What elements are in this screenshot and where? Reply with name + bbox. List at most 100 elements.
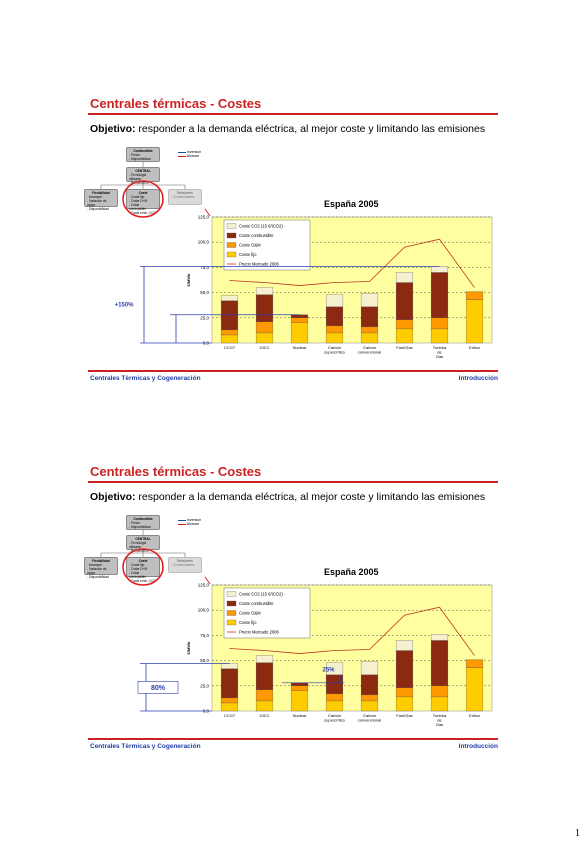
bar-segment — [430, 634, 449, 641]
objective-label: Objetivo: — [90, 123, 136, 135]
legend-swatch — [226, 619, 237, 626]
bar-segment — [430, 317, 449, 330]
footer-course: Centrales Térmicas y Cogeneración — [90, 743, 201, 750]
bar-segment — [290, 682, 309, 686]
bar-segment — [430, 328, 449, 344]
x-tick-label: Turbina — [433, 713, 447, 718]
legend-swatch — [226, 232, 237, 239]
x-tick-label: CCGT — [224, 713, 236, 718]
bar-segment — [290, 317, 309, 323]
bar-segment — [255, 294, 274, 322]
legend-box — [223, 219, 311, 271]
objective-line: Objetivo: responder a la demanda eléctri… — [90, 491, 485, 503]
annotation-label: 80% — [151, 685, 166, 692]
price-line — [229, 606, 475, 656]
objective-text: responder a la demanda eléctrica, al mej… — [135, 491, 486, 503]
legend-entry: Precio Mercado 2006 — [239, 262, 279, 267]
bar-segment — [290, 685, 309, 691]
x-tick-label: Carbón — [328, 345, 341, 350]
bar-segment — [360, 332, 379, 344]
title-divider — [88, 481, 498, 483]
legend-swatch — [226, 591, 237, 597]
x-tick-label: Nuclear — [293, 345, 307, 350]
y-tick-label: 125,0 — [198, 215, 210, 220]
bar-segment — [360, 674, 379, 696]
diagram-box-emisiones: Emisiones - Contaminantes — [168, 189, 202, 205]
bar-segment — [395, 640, 414, 651]
bar-segment — [395, 272, 414, 283]
x-tick-label: Eólico — [469, 345, 481, 350]
bar-segment — [255, 321, 274, 334]
bar-segment — [325, 325, 344, 334]
objective-line: Objetivo: responder a la demanda eléctri… — [90, 123, 485, 135]
footer-divider — [88, 370, 498, 372]
diagram-box-combustible: Combustible - Precio - Disponibilidad — [126, 515, 160, 530]
diagram-box-emisiones: Emisiones - Contaminantes — [168, 557, 202, 573]
bar-segment — [395, 319, 414, 330]
bar-segment — [465, 299, 484, 344]
bar-segment — [360, 661, 379, 675]
highlight-circle — [122, 180, 164, 218]
objective-text: responder a la demanda eléctrica, al mej… — [135, 123, 486, 135]
bar-segment — [325, 306, 344, 327]
footer-course: Centrales Térmicas y Cogeneración — [90, 375, 201, 382]
bar-segment — [220, 295, 239, 301]
x-tick-label: Carbón — [328, 713, 341, 718]
chart-title: España 2005 — [324, 199, 379, 209]
diagram-legend: Inversión Alcance — [178, 518, 201, 526]
x-tick-label: Carbón — [363, 345, 376, 350]
bar-segment — [220, 668, 239, 699]
bar-segment — [395, 687, 414, 698]
objective-label: Objetivo: — [90, 491, 136, 503]
x-tick-label: supercrítico — [324, 718, 345, 723]
bar-segment — [430, 696, 449, 712]
y-tick-label: 50,0 — [200, 290, 209, 295]
bar-segment — [325, 294, 344, 307]
chart-legend: Coste CO2 (15 €/tCO2) Coste combustible Co… — [223, 587, 311, 639]
x-tick-label: de — [437, 718, 442, 723]
bar-segment — [430, 266, 449, 273]
bar-segment — [395, 696, 414, 712]
bar-segment — [465, 659, 484, 668]
legend-entry: Coste fijo — [239, 620, 257, 625]
page-number: 1 — [575, 828, 580, 839]
bar-segment — [325, 700, 344, 712]
x-tick-label: Turbina — [433, 345, 447, 350]
x-tick-label: GICC — [260, 345, 270, 350]
bar-segment — [360, 326, 379, 334]
bar-segment — [430, 685, 449, 698]
slide-title: Centrales térmicas - Costes — [90, 464, 262, 479]
bar-segment — [220, 663, 239, 669]
annotation-label-2: 25% — [322, 668, 335, 674]
y-tick-label: 25,0 — [200, 683, 209, 688]
bar-segment — [325, 662, 344, 675]
diagram-box-flexibilidad: Flexibilidad - Arranque - Variación de ca… — [84, 189, 118, 211]
bar-segment — [395, 282, 414, 320]
bar-segment — [290, 322, 309, 344]
x-tick-label: Eólico — [469, 713, 481, 718]
bar-segment — [360, 700, 379, 712]
legend-entry: Coste CO2 (15 €/tCO2) — [239, 592, 283, 597]
bar-segment — [360, 306, 379, 328]
x-tick-label: Gas — [436, 722, 443, 727]
diagram-connectors — [100, 162, 211, 218]
bar-segment — [255, 662, 274, 690]
diagram-box-flexibilidad: Flexibilidad - Arranque - Variación de ca… — [84, 557, 118, 579]
legend-swatch — [226, 610, 237, 616]
y-axis-label: €/MWh — [186, 273, 191, 286]
bar-segment — [395, 650, 414, 688]
chart-title: España 2005 — [324, 567, 379, 577]
bar-segment — [290, 314, 309, 318]
y-tick-label: 100,0 — [198, 240, 210, 245]
y-tick-label: 125,0 — [198, 583, 210, 588]
footer-section: Introducción — [458, 375, 498, 382]
bar-segment — [465, 667, 484, 712]
legend-entry: Coste fijo — [239, 252, 257, 257]
legend-entry: Coste combustible — [239, 601, 274, 606]
bar-segment — [360, 694, 379, 702]
legend-box — [223, 587, 311, 639]
legend-entry: Coste O&M — [239, 243, 261, 248]
x-tick-label: Fuel/Gas — [396, 345, 412, 350]
legend-entry: Precio Mercado 2006 — [239, 630, 279, 635]
